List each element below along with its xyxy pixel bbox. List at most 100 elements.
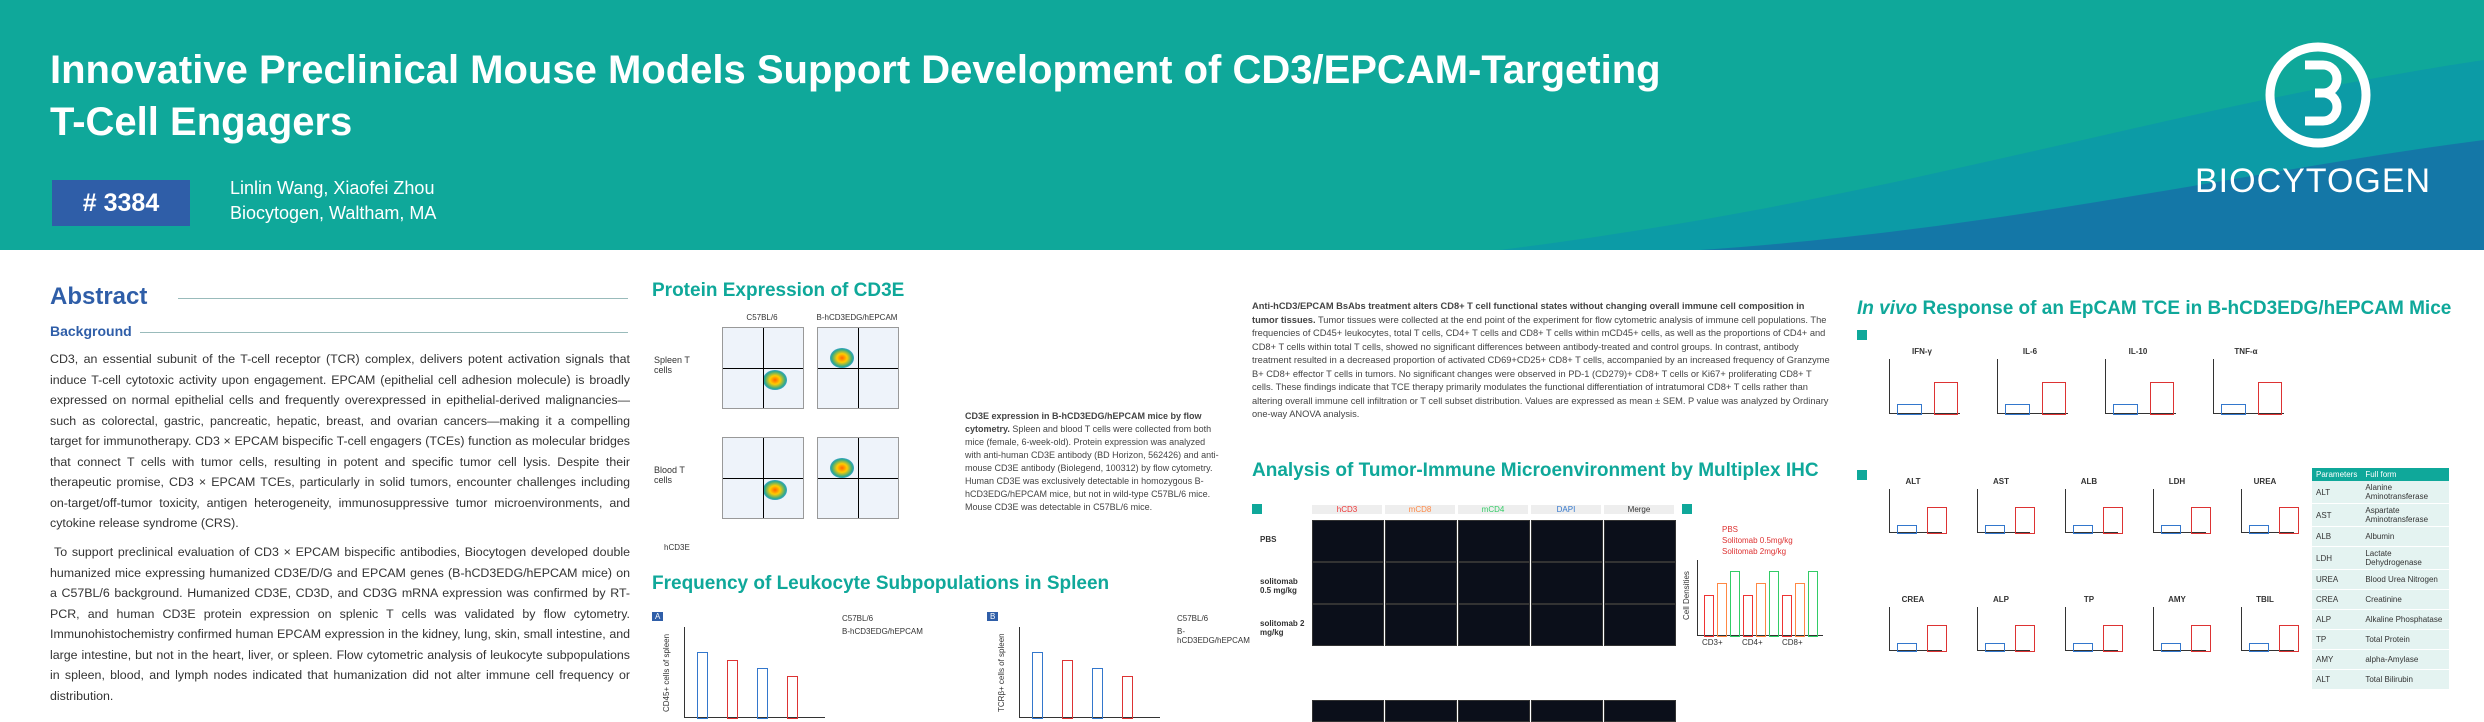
group-label: PBS bbox=[1260, 535, 1277, 544]
bar bbox=[1985, 643, 2005, 653]
affiliation: Biocytogen, Waltham, MA bbox=[230, 203, 437, 223]
axis bbox=[2153, 607, 2206, 652]
invivo-figure: IFN-γ IL-6 IL-10 TNF-α ALT AST ALB LDH UREA CREA A… bbox=[1857, 325, 2307, 720]
ihc-image bbox=[1604, 604, 1676, 646]
panel-label bbox=[1252, 504, 1262, 514]
ihc-image bbox=[1312, 562, 1384, 604]
axis bbox=[2153, 489, 2206, 534]
table-row: ALT Total Bilirubin bbox=[2312, 669, 2450, 690]
axis bbox=[2065, 607, 2118, 652]
axis bbox=[2105, 359, 2176, 414]
table-row: ALT Alanine Aminotransferase bbox=[2312, 481, 2450, 504]
ihc-image bbox=[1385, 700, 1457, 722]
bar bbox=[2161, 525, 2181, 535]
chart-title: ALP bbox=[1993, 595, 2009, 604]
y-label: TCRβ+ cells of spleen bbox=[997, 633, 1006, 712]
axis bbox=[1889, 607, 1942, 652]
bar bbox=[2249, 525, 2269, 535]
bar bbox=[2279, 625, 2300, 653]
intro-text: Tumor tissues were collected at the end … bbox=[1252, 314, 1830, 420]
axis bbox=[1019, 627, 1160, 718]
frequency-figure: A CD45+ cells of spleen C57BL/6 B-hCD3EDG/h… bbox=[652, 612, 1250, 720]
logo: BIOCYTOGEN bbox=[2195, 162, 2432, 200]
bar bbox=[1062, 660, 1073, 719]
table-row: ALP Alkaline Phosphatase bbox=[2312, 609, 2450, 630]
ihc-image bbox=[1458, 604, 1530, 646]
flow-plot bbox=[722, 327, 804, 409]
ihc-image bbox=[1458, 700, 1530, 722]
divider bbox=[140, 332, 628, 333]
parameter-table: Parameters Full form ALT Alanine Aminotrans… bbox=[2312, 468, 2450, 690]
stain-label: Merge bbox=[1604, 505, 1674, 514]
ihc-image bbox=[1531, 700, 1603, 722]
legend-entry: C57BL/6 bbox=[1177, 614, 1209, 623]
bar bbox=[2015, 625, 2036, 653]
table-cell: ALT bbox=[2312, 669, 2362, 690]
table-cell: UREA bbox=[2312, 569, 2362, 590]
chart-title: TP bbox=[2083, 595, 2095, 604]
stain-label: mCD4 bbox=[1458, 505, 1528, 514]
axis bbox=[1889, 489, 1942, 534]
bar bbox=[1897, 525, 1917, 535]
column-label: B-hCD3EDG/hEPCAM bbox=[816, 313, 898, 322]
chart-title: AST bbox=[1993, 477, 2009, 486]
bar bbox=[1782, 595, 1792, 637]
table-cell: Blood Urea Nitrogen bbox=[2361, 569, 2450, 590]
bar bbox=[2015, 507, 2036, 535]
paragraph: To support preclinical evaluation of CD3… bbox=[50, 545, 630, 703]
table-cell: Creatinine bbox=[2361, 589, 2450, 610]
ihc-image bbox=[1458, 562, 1530, 604]
chart-title: IL-6 bbox=[2022, 347, 2038, 356]
group-label: solitomab 0.5 mg/kg bbox=[1260, 577, 1298, 595]
x-tick-label: CD8+ bbox=[1782, 638, 1803, 647]
bar bbox=[2191, 507, 2212, 535]
flow-plot bbox=[817, 327, 899, 409]
bar bbox=[787, 676, 798, 719]
axis bbox=[1977, 607, 2030, 652]
bar bbox=[2221, 404, 2246, 415]
table-cell: Alanine Aminotransferase bbox=[2361, 481, 2450, 504]
ihc-figure: hCD3 mCD8 mCD4 DAPI Merge PBS solitomab 0.5 mg… bbox=[1252, 500, 1832, 722]
legend-entry: PBS bbox=[1722, 525, 1739, 534]
table-cell: Lactate Dehydrogenase bbox=[2361, 546, 2450, 570]
section-heading: Analysis of Tumor-Immune Microenvironmen… bbox=[1252, 460, 1819, 481]
ihc-image bbox=[1604, 562, 1676, 604]
stain-label: hCD3 bbox=[1312, 505, 1382, 514]
bar bbox=[2005, 404, 2030, 415]
legend-entry: Solitomab 0.5mg/kg bbox=[1722, 536, 1793, 545]
legend-entry: B-hCD3EDG/hEPCAM bbox=[1177, 627, 1250, 645]
axis-label: hCD3E bbox=[664, 543, 690, 552]
table-row: CREA Creatinine bbox=[2312, 589, 2450, 610]
panel-label: B bbox=[987, 612, 999, 621]
bar bbox=[2073, 525, 2093, 535]
table-row: ALB Albumin bbox=[2312, 526, 2450, 547]
header-decoration bbox=[1500, 42, 2484, 250]
bar bbox=[1897, 404, 1922, 415]
axis bbox=[1997, 359, 2068, 414]
column-label: C57BL/6 bbox=[746, 313, 778, 322]
bar bbox=[2257, 381, 2282, 415]
table-cell: ALT bbox=[2312, 481, 2362, 504]
bar bbox=[2149, 381, 2174, 415]
section-heading: Protein Expression of CD3E bbox=[652, 280, 905, 301]
ihc-image bbox=[1385, 604, 1457, 646]
y-label: CD45+ cells of spleen bbox=[662, 633, 671, 712]
divider bbox=[178, 298, 628, 299]
bar bbox=[1032, 652, 1043, 719]
chart-title: LDH bbox=[2168, 477, 2186, 486]
section-heading: Frequency of Leukocyte Subpopulations in… bbox=[652, 573, 1110, 594]
table-cell: ALP bbox=[2312, 609, 2362, 630]
axis bbox=[684, 627, 825, 718]
legend-entry: Solitomab 2mg/kg bbox=[1722, 547, 1787, 556]
panel-label bbox=[1857, 470, 1867, 480]
axis bbox=[2241, 489, 2294, 534]
bar bbox=[1704, 595, 1714, 637]
table-row: TP Total Protein bbox=[2312, 629, 2450, 650]
cell-cluster bbox=[763, 370, 787, 390]
bar bbox=[2191, 625, 2212, 653]
table-cell: TP bbox=[2312, 629, 2362, 650]
ihc-image bbox=[1604, 700, 1676, 722]
chart-title: ALT bbox=[1905, 477, 1921, 486]
subheading: Background bbox=[50, 323, 132, 339]
